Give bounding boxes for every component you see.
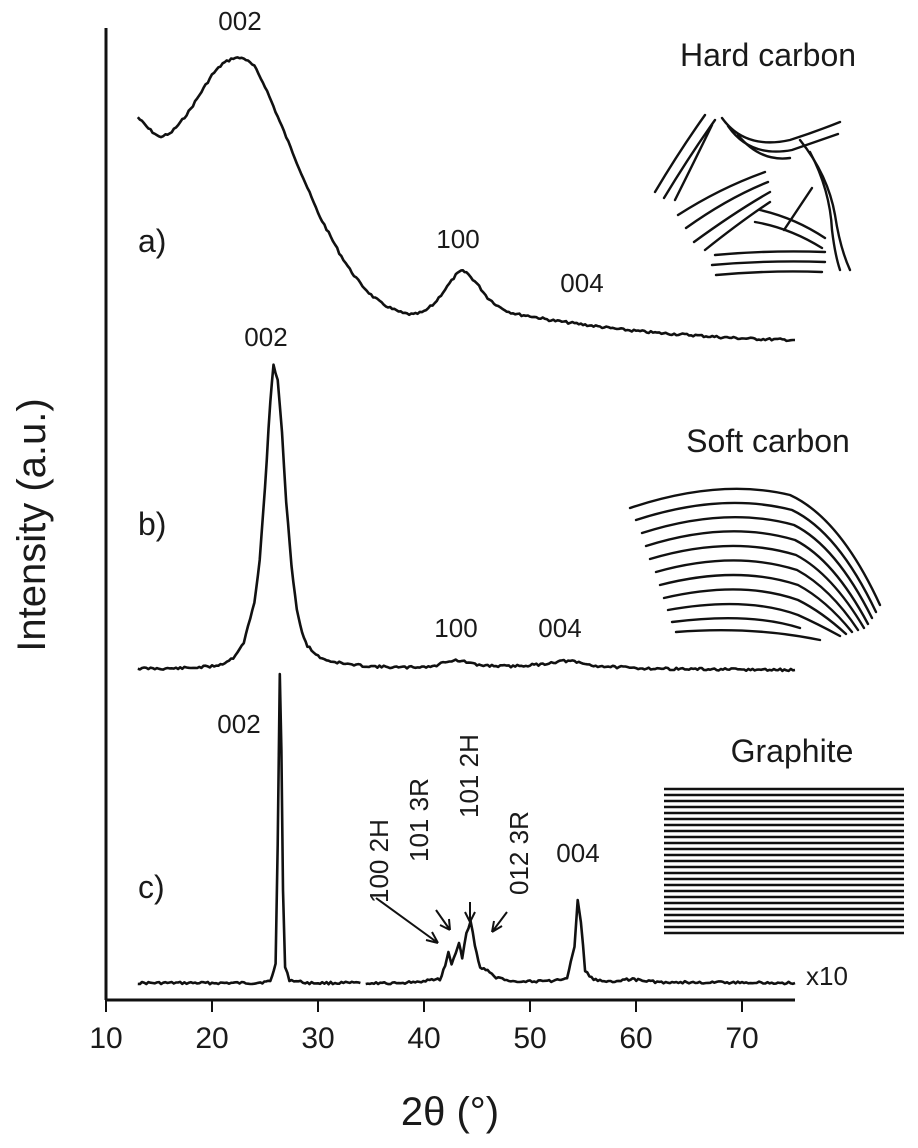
x-tick-label-10: 10 <box>89 1022 122 1055</box>
traces-group <box>136 56 796 986</box>
x-axis-ticks: 10 20 30 40 50 60 70 <box>89 1000 759 1055</box>
scale-note-x10: x10 <box>806 961 848 991</box>
graphite-sketch <box>664 787 904 935</box>
x-tick-label-20: 20 <box>195 1022 228 1055</box>
arrow-012-3r <box>491 911 508 933</box>
peak-label-c-012-3r: 012 3R <box>504 811 534 895</box>
panel-label-b: b) <box>138 506 166 542</box>
y-axis-title: Intensity (a.u.) <box>10 398 54 651</box>
peak-label-c-004: 004 <box>556 838 599 868</box>
x-tick-label-50: 50 <box>513 1022 546 1055</box>
peak-label-b-100: 100 <box>434 613 477 643</box>
panel-label-a: a) <box>138 223 166 259</box>
structure-label-graphite: Graphite <box>731 733 854 769</box>
soft-carbon-sketch <box>628 487 882 642</box>
peak-label-c-002: 002 <box>217 709 260 739</box>
arrow-101-3r <box>435 909 451 931</box>
structure-label-soft-carbon: Soft carbon <box>686 423 850 459</box>
structure-label-hard-carbon: Hard carbon <box>680 37 856 73</box>
trace-graphite-segment-1 <box>137 672 361 986</box>
peak-arrows <box>375 897 508 944</box>
peak-label-a-002: 002 <box>218 6 261 36</box>
peak-label-c-101-3r: 101 3R <box>404 778 434 862</box>
x-tick-label-30: 30 <box>301 1022 334 1055</box>
peak-label-a-004: 004 <box>560 268 603 298</box>
peak-label-b-002: 002 <box>244 322 287 352</box>
trace-soft-carbon <box>137 363 796 673</box>
arrow-101-2h <box>464 902 476 923</box>
peak-label-a-100: 100 <box>436 224 479 254</box>
x-tick-label-70: 70 <box>725 1022 758 1055</box>
trace-hard-carbon <box>136 56 795 343</box>
trace-graphite-segment-2 <box>365 898 796 986</box>
peak-label-c-101-2h: 101 2H <box>454 734 484 818</box>
hard-carbon-sketch <box>653 113 852 277</box>
x-axis-title: 2θ (°) <box>401 1090 499 1134</box>
peak-label-b-004: 004 <box>538 613 581 643</box>
peak-label-c-100-2h: 100 2H <box>364 819 394 903</box>
arrow-100-2h <box>375 897 439 944</box>
x-tick-label-40: 40 <box>407 1022 440 1055</box>
x-tick-label-60: 60 <box>619 1022 652 1055</box>
panel-label-c: c) <box>138 869 165 905</box>
